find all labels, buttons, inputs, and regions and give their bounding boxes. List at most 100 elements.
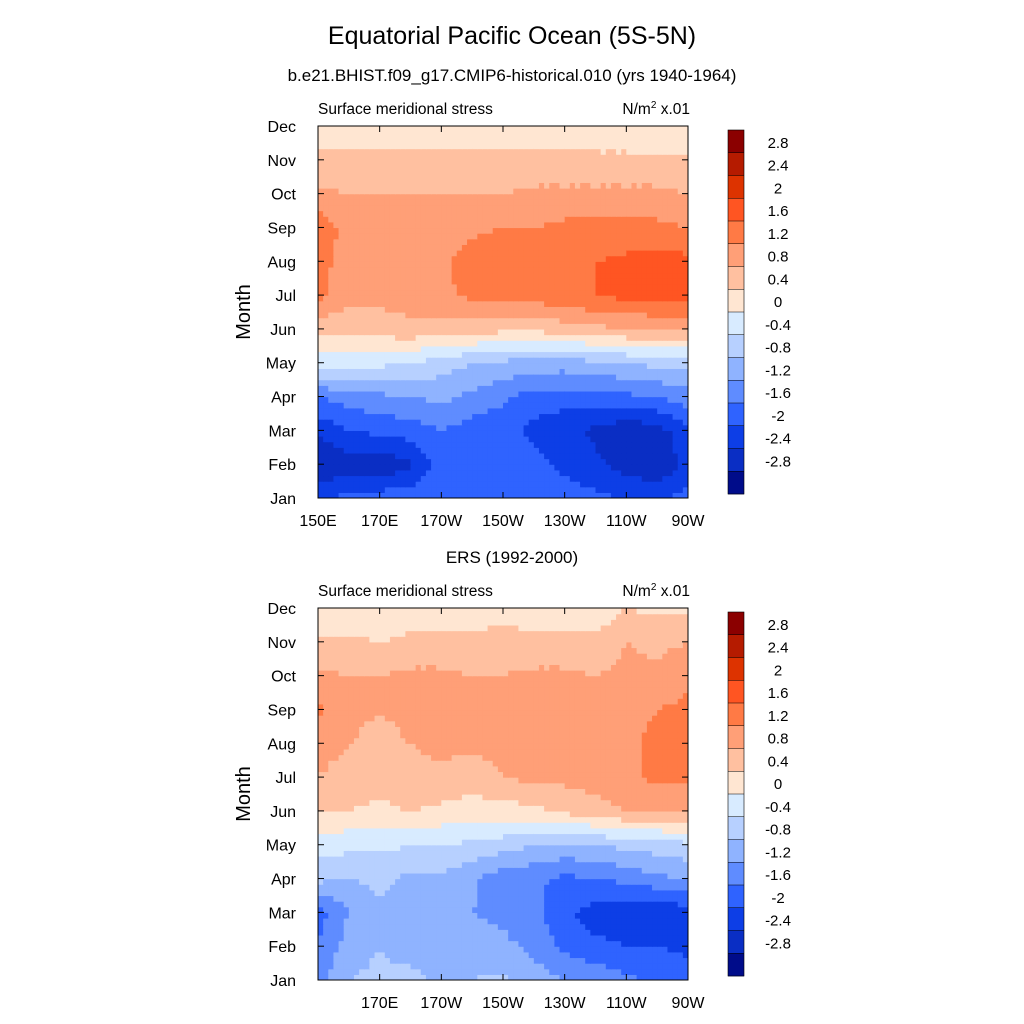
heatmap-cell <box>667 182 674 189</box>
x-tick-label: 90W <box>672 513 706 530</box>
heatmap-cell <box>436 238 442 245</box>
heatmap-cell <box>436 182 442 189</box>
heatmap-cell <box>508 362 514 369</box>
heatmap-cell <box>513 323 520 330</box>
heatmap-cell <box>348 233 355 240</box>
heatmap-cell <box>431 424 437 431</box>
heatmap-cell <box>641 283 648 291</box>
heatmap-cell <box>379 148 386 155</box>
heatmap-cell <box>605 148 612 155</box>
heatmap-cell <box>318 250 324 257</box>
heatmap-cell <box>441 154 448 161</box>
heatmap-cell <box>374 210 381 217</box>
heatmap-cell <box>564 306 571 313</box>
heatmap-cell <box>533 368 540 375</box>
heatmap-cell <box>621 475 627 482</box>
heatmap-cell <box>574 193 581 200</box>
heatmap-cell <box>492 334 499 341</box>
heatmap-cell <box>353 957 360 964</box>
heatmap-cell <box>528 176 535 183</box>
heatmap-cell <box>369 137 376 144</box>
heatmap-cell <box>549 436 555 443</box>
heatmap-cell <box>482 295 489 302</box>
heatmap-cell <box>451 334 458 341</box>
heatmap-cell <box>626 396 633 403</box>
heatmap-cell <box>646 250 653 257</box>
heatmap-cell <box>420 481 427 488</box>
heatmap-cell <box>528 137 535 144</box>
heatmap-cell <box>595 328 602 336</box>
heatmap-cell <box>395 957 401 964</box>
heatmap-cell <box>461 238 468 245</box>
heatmap-cell <box>333 475 340 482</box>
heatmap-cell <box>415 464 422 471</box>
heatmap-cell <box>605 312 612 319</box>
heatmap-cell <box>374 266 381 274</box>
heatmap-cell <box>538 374 545 381</box>
heatmap-cell <box>503 436 509 443</box>
heatmap-cell <box>595 458 602 465</box>
heatmap-cell <box>425 289 432 296</box>
heatmap-cell <box>472 300 478 307</box>
heatmap-cell <box>461 492 468 498</box>
heatmap-cell <box>328 137 335 144</box>
heatmap-cell <box>549 402 555 409</box>
heatmap-cell <box>497 137 504 144</box>
heatmap-cell <box>364 255 370 262</box>
heatmap-cell <box>554 441 561 448</box>
heatmap-cell <box>590 317 597 324</box>
heatmap-cell <box>621 379 627 386</box>
heatmap-cell <box>585 148 591 155</box>
heatmap-cell <box>482 469 489 477</box>
figure-title: Equatorial Pacific Ocean (5S-5N) <box>327 22 697 50</box>
heatmap-cell <box>503 340 509 347</box>
heatmap-cell <box>369 374 376 381</box>
heatmap-cell <box>410 469 417 477</box>
heatmap-cell <box>616 379 622 386</box>
heatmap-cell <box>477 407 484 415</box>
heatmap-cell <box>436 390 442 398</box>
heatmap-cell <box>503 278 509 285</box>
heatmap-cell <box>328 272 335 279</box>
heatmap-cell <box>564 424 571 431</box>
heatmap-cell <box>410 323 417 330</box>
heatmap-cell <box>672 188 679 195</box>
heatmap-cell <box>549 295 555 302</box>
heatmap-cell <box>605 227 612 234</box>
heatmap-cell <box>657 266 663 274</box>
heatmap-cell <box>364 974 370 980</box>
heatmap-cell <box>677 199 684 206</box>
heatmap-cell <box>425 362 432 369</box>
heatmap-cell <box>513 266 520 274</box>
heatmap-cell <box>374 368 381 375</box>
heatmap-cell <box>610 171 617 178</box>
heatmap-cell <box>605 188 612 195</box>
heatmap-cell <box>590 204 597 212</box>
heatmap-cell <box>359 154 365 161</box>
heatmap-cell <box>405 464 412 471</box>
heatmap-cell <box>420 216 427 223</box>
heatmap-cell <box>544 458 550 465</box>
heatmap-cell <box>538 481 545 488</box>
heatmap-cell <box>364 148 370 155</box>
heatmap-cell <box>384 963 391 970</box>
heatmap-cell <box>431 227 437 234</box>
heatmap-cell <box>374 436 381 443</box>
heatmap-cell <box>528 475 535 482</box>
heatmap-cell <box>487 345 494 353</box>
heatmap-cell <box>410 385 417 392</box>
heatmap-cell <box>441 357 448 364</box>
heatmap-cell <box>569 171 576 178</box>
heatmap-cell <box>544 419 550 426</box>
heatmap-cell <box>533 328 540 336</box>
heatmap-cell <box>616 210 622 217</box>
heatmap-cell <box>333 142 340 150</box>
heatmap-cell <box>395 407 401 415</box>
heatmap-cell <box>559 452 566 460</box>
heatmap-cell <box>410 963 417 970</box>
heatmap-cell <box>441 334 448 341</box>
heatmap-cell <box>600 362 607 369</box>
heatmap-cell <box>605 385 612 392</box>
heatmap-cell <box>574 385 581 392</box>
heatmap-cell <box>508 419 514 426</box>
